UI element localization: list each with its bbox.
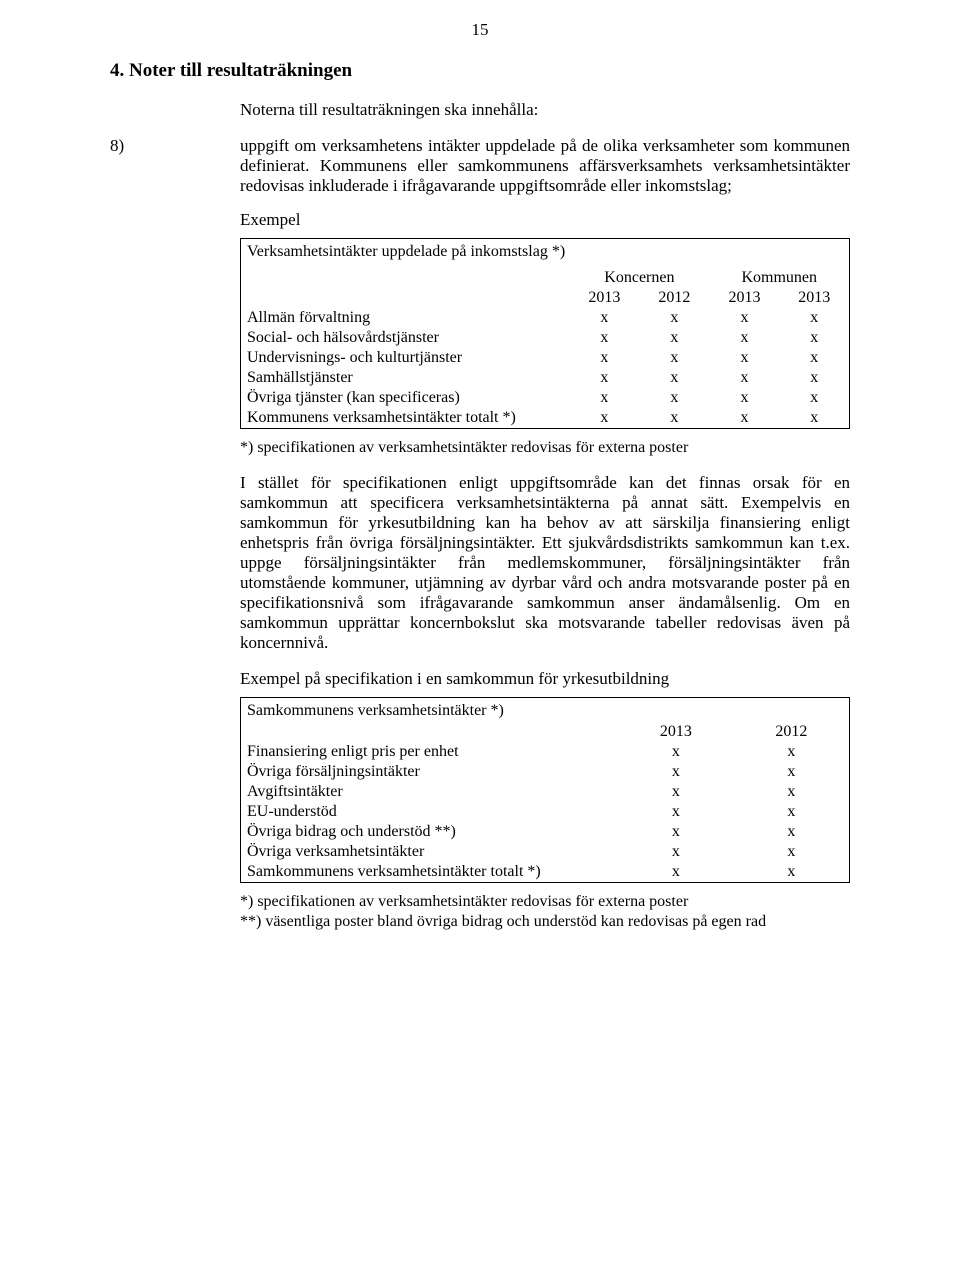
table-cell: x [639, 328, 709, 348]
table-cell: x [569, 348, 639, 368]
table-row: Övriga tjänster (kan specificeras) x x x… [241, 388, 850, 408]
item-number: 8) [110, 136, 240, 196]
table-cell: x [639, 308, 709, 328]
row-label: Social- och hälsovårdstjänster [241, 328, 570, 348]
row-label: EU-understöd [241, 802, 619, 822]
table-cell: x [779, 348, 849, 368]
table-cell: x [779, 408, 849, 429]
table-cell: x [569, 308, 639, 328]
table-row: Avgiftsintäkter x x [241, 782, 850, 802]
table-row: Finansiering enligt pris per enhet x x [241, 742, 850, 762]
numbered-item-8: 8) uppgift om verksamhetens intäkter upp… [110, 136, 850, 196]
page: 15 4. Noter till resultaträkningen Noter… [0, 0, 960, 1261]
table-cell: x [639, 408, 709, 429]
table-row: Undervisnings- och kulturtjänster x x x … [241, 348, 850, 368]
item-body: uppgift om verksamhetens intäkter uppdel… [240, 136, 850, 196]
table-cell: x [734, 822, 850, 842]
intro-text: Noterna till resultaträkningen ska inneh… [240, 100, 850, 120]
table-row: Samkommunens verksamhetsintäkter totalt … [241, 862, 850, 883]
year-header: 2012 [639, 288, 709, 308]
table-row: EU-understöd x x [241, 802, 850, 822]
table-cell: x [618, 862, 734, 883]
table-year-row: 2013 2012 [241, 722, 850, 742]
year-header: 2012 [734, 722, 850, 742]
table-cell: x [779, 308, 849, 328]
table-cell: x [618, 842, 734, 862]
table-cell: x [569, 328, 639, 348]
group-header: Kommunen [709, 263, 849, 288]
table-cell [241, 722, 619, 742]
table-row: Övriga bidrag och understöd **) x x [241, 822, 850, 842]
table-cell [241, 263, 570, 288]
table1-footnote: *) specifikationen av verksamhetsintäkte… [240, 439, 850, 457]
table-row: Samhällstjänster x x x x [241, 368, 850, 388]
table-cell: x [779, 328, 849, 348]
table-cell: x [734, 842, 850, 862]
table-caption: Verksamhetsintäkter uppdelade på inkomst… [241, 239, 850, 264]
table-row: Allmän förvaltning x x x x [241, 308, 850, 328]
table-cell: x [569, 388, 639, 408]
table-caption: Samkommunens verksamhetsintäkter *) [241, 698, 850, 723]
table-cell: x [709, 308, 779, 328]
table-cell: x [639, 348, 709, 368]
year-header: 2013 [569, 288, 639, 308]
table-cell: x [618, 822, 734, 842]
table2-footnotes: *) specifikationen av verksamhetsintäkte… [240, 893, 850, 931]
table-cell: x [779, 388, 849, 408]
table-year-row: 2013 2012 2013 2013 [241, 288, 850, 308]
table-cell: x [709, 388, 779, 408]
table-cell: x [569, 408, 639, 429]
year-header: 2013 [618, 722, 734, 742]
row-label: Finansiering enligt pris per enhet [241, 742, 619, 762]
table-verksamhetsintakter: Verksamhetsintäkter uppdelade på inkomst… [240, 238, 850, 429]
table-cell: x [734, 742, 850, 762]
row-label: Övriga bidrag och understöd **) [241, 822, 619, 842]
table-cell: x [709, 328, 779, 348]
row-label: Allmän förvaltning [241, 308, 570, 328]
group-header: Koncernen [569, 263, 709, 288]
table-cell: x [734, 782, 850, 802]
footnote: *) specifikationen av verksamhetsintäkte… [240, 893, 850, 911]
table-row: Social- och hälsovårdstjänster x x x x [241, 328, 850, 348]
example-block-1: Exempel Verksamhetsintäkter uppdelade på… [240, 210, 850, 931]
table-group-header-row: Koncernen Kommunen [241, 263, 850, 288]
example-label-2: Exempel på specifikation i en samkommun … [240, 669, 850, 689]
row-label: Övriga försäljningsintäkter [241, 762, 619, 782]
example-label-1: Exempel [240, 210, 850, 230]
row-label: Samhällstjänster [241, 368, 570, 388]
table-cell: x [618, 742, 734, 762]
table-samkommunen: Samkommunens verksamhetsintäkter *) 2013… [240, 697, 850, 883]
table-cell: x [569, 368, 639, 388]
table-cell: x [734, 762, 850, 782]
table-cell: x [709, 348, 779, 368]
table-cell: x [618, 802, 734, 822]
row-label: Övriga tjänster (kan specificeras) [241, 388, 570, 408]
year-header: 2013 [709, 288, 779, 308]
row-label: Avgiftsintäkter [241, 782, 619, 802]
table-cell: x [618, 782, 734, 802]
table-cell: x [779, 368, 849, 388]
table-cell: x [618, 762, 734, 782]
table-cell [241, 288, 570, 308]
table-row: Övriga verksamhetsintäkter x x [241, 842, 850, 862]
table-cell: x [639, 388, 709, 408]
footnote: **) väsentliga poster bland övriga bidra… [240, 913, 850, 931]
table-cell: x [709, 408, 779, 429]
row-label: Samkommunens verksamhetsintäkter totalt … [241, 862, 619, 883]
table-cell: x [734, 802, 850, 822]
row-label: Övriga verksamhetsintäkter [241, 842, 619, 862]
table-cell: x [734, 862, 850, 883]
table-caption-row: Verksamhetsintäkter uppdelade på inkomst… [241, 239, 850, 264]
row-label: Kommunens verksamhetsintäkter totalt *) [241, 408, 570, 429]
row-label: Undervisnings- och kulturtjänster [241, 348, 570, 368]
table-cell: x [709, 368, 779, 388]
year-header: 2013 [779, 288, 849, 308]
table-row: Kommunens verksamhetsintäkter totalt *) … [241, 408, 850, 429]
table-caption-row: Samkommunens verksamhetsintäkter *) [241, 698, 850, 723]
table-cell: x [639, 368, 709, 388]
page-number: 15 [472, 20, 489, 40]
section-heading: 4. Noter till resultaträkningen [110, 60, 850, 82]
table-row: Övriga försäljningsintäkter x x [241, 762, 850, 782]
paragraph-1: I stället för specifikationen enligt upp… [240, 473, 850, 653]
